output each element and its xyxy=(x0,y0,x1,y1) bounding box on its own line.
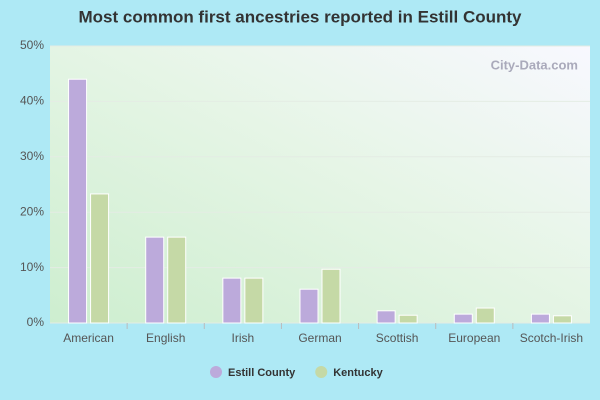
bar xyxy=(90,193,110,324)
bar xyxy=(398,314,418,324)
bar xyxy=(530,313,550,324)
legend-swatch xyxy=(210,366,222,378)
y-tick-label: 0% xyxy=(27,315,45,329)
x-tick-label: German xyxy=(298,331,341,345)
bar xyxy=(321,268,341,324)
legend-label: Estill County xyxy=(228,367,296,379)
bar xyxy=(376,310,396,324)
legend-label: Kentucky xyxy=(333,367,383,379)
y-tick-label: 30% xyxy=(20,149,44,163)
watermark: City-Data.com xyxy=(491,57,578,72)
y-tick-label: 10% xyxy=(20,260,44,274)
bar xyxy=(453,313,473,324)
bar xyxy=(475,307,495,324)
y-tick-label: 40% xyxy=(20,94,44,108)
x-tick-label: Scottish xyxy=(376,331,419,345)
bar xyxy=(167,236,187,324)
bar xyxy=(244,277,264,324)
x-tick-label: European xyxy=(448,331,500,345)
x-tick-label: English xyxy=(146,331,185,345)
bar xyxy=(222,277,242,324)
plot-area xyxy=(50,46,590,323)
legend-swatch xyxy=(315,366,328,378)
chart-title: Most common first ancestries reported in… xyxy=(78,7,522,26)
x-tick-label: Irish xyxy=(232,331,255,345)
y-tick-label: 50% xyxy=(20,38,44,52)
bar xyxy=(145,236,165,324)
y-tick-label: 20% xyxy=(20,204,44,218)
bar xyxy=(68,78,88,324)
x-tick-label: American xyxy=(63,331,114,345)
bar xyxy=(552,315,572,324)
x-tick-label: Scotch-Irish xyxy=(520,331,583,345)
bar xyxy=(299,288,319,324)
